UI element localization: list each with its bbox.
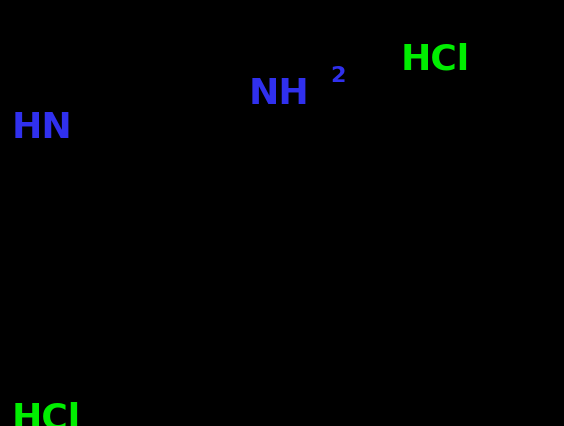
Text: HN: HN [11,111,72,145]
Text: 2: 2 [330,66,345,86]
Text: HCl: HCl [11,400,81,426]
Text: HCl: HCl [400,43,470,77]
Text: NH: NH [248,77,309,111]
